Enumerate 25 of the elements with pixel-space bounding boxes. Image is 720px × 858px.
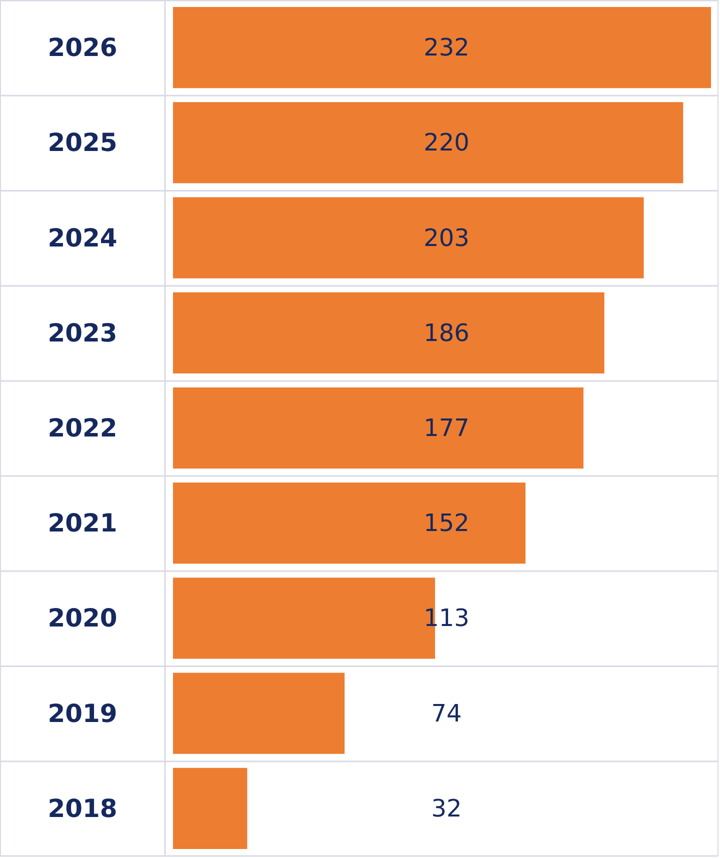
bar (173, 102, 684, 184)
data-label: 74 (431, 699, 462, 728)
y-tick-label: 2020 (48, 604, 118, 633)
data-label: 186 (424, 318, 470, 347)
data-label: 152 (424, 509, 470, 538)
y-tick-label: 2022 (48, 414, 118, 442)
y-tick-label: 2026 (48, 33, 118, 62)
data-label: 232 (424, 34, 470, 62)
data-label: 220 (424, 128, 470, 157)
y-tick-label: 2023 (48, 318, 118, 348)
bar (173, 197, 644, 278)
bar (173, 292, 604, 374)
y-tick-label: 2024 (48, 223, 118, 252)
bar (173, 387, 584, 469)
y-tick-label: 2025 (48, 128, 118, 158)
bar (173, 7, 711, 88)
y-tick-label: 2019 (48, 698, 118, 728)
data-label: 177 (424, 414, 470, 442)
y-tick-label: 2021 (48, 508, 118, 538)
bar (173, 768, 248, 849)
bar (173, 672, 345, 754)
bar (173, 482, 526, 564)
y-tick-label: 2018 (48, 794, 118, 823)
data-label: 32 (431, 794, 462, 822)
data-label: 203 (424, 224, 470, 252)
